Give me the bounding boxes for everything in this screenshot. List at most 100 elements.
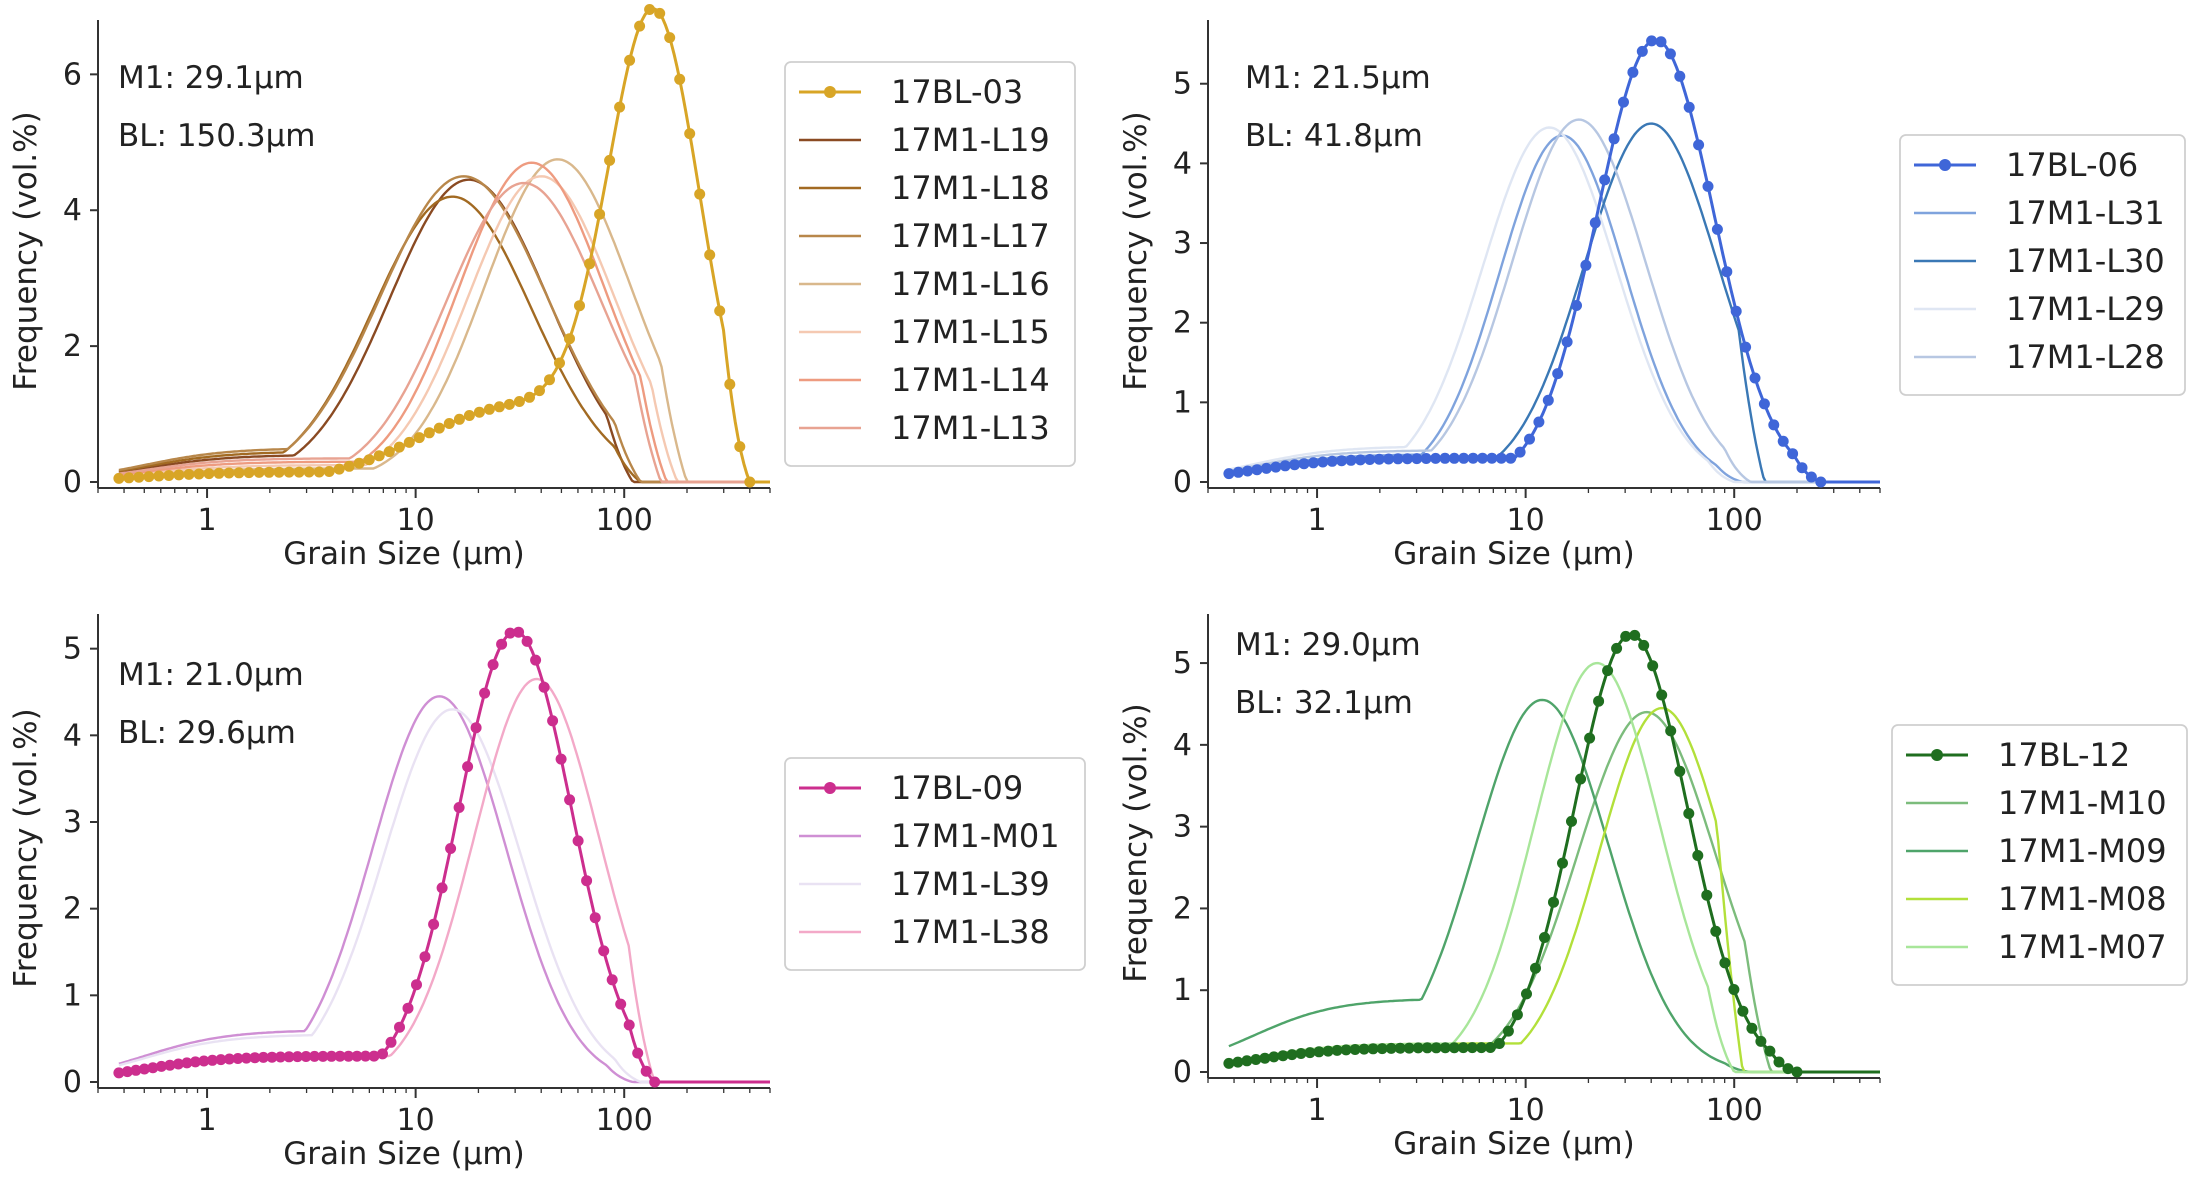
legend-marker-17BL-03: [824, 86, 836, 98]
annotation-bl: BL: 29.6μm: [118, 715, 296, 751]
data-point-17BL-03: [614, 101, 626, 113]
data-point-17BL-12: [1746, 1022, 1758, 1034]
data-point-17BL-03: [303, 466, 315, 478]
legend-label: 17BL-12: [1998, 736, 2130, 774]
data-point-17BL-09: [368, 1050, 380, 1062]
series-line-17M1-L15: [118, 175, 770, 484]
legend: 17BL-06 17M1-L31 17M1-L30 17M1-L29 17M1-L28: [1899, 134, 2186, 396]
data-point-17BL-09: [564, 794, 576, 806]
data-point-17BL-12: [1557, 857, 1568, 869]
data-point-17BL-03: [624, 54, 636, 66]
data-point-17BL-03: [113, 472, 125, 484]
data-point-17BL-06: [1580, 259, 1592, 271]
data-point-17BL-09: [232, 1053, 244, 1064]
legend-label: 17M1-L17: [891, 217, 1050, 255]
y-tick-label: 0: [1173, 465, 1192, 500]
data-point-17BL-06: [1599, 174, 1611, 186]
data-point-17BL-09: [172, 1058, 184, 1070]
data-point-17BL-06: [1693, 139, 1705, 151]
legend-box: [1899, 134, 2186, 396]
data-point-17BL-03: [123, 472, 135, 484]
legend-label: 17M1-L14: [891, 361, 1050, 399]
data-point-17BL-03: [323, 466, 335, 477]
data-point-17BL-12: [1241, 1055, 1253, 1067]
data-point-17BL-03: [744, 476, 756, 488]
x-tick-label: 10: [397, 503, 435, 538]
data-point-17BL-06: [1758, 398, 1770, 410]
data-point-17BL-12: [1764, 1045, 1776, 1057]
data-point-17BL-12: [1755, 1035, 1767, 1047]
data-point-17BL-06: [1289, 459, 1301, 471]
series-line-17M1-M08: [1228, 706, 1880, 1074]
data-point-17BL-12: [1277, 1050, 1289, 1062]
data-point-17BL-03: [694, 188, 706, 200]
data-point-17BL-06: [1711, 223, 1723, 235]
data-point-17BL-06: [1777, 435, 1789, 447]
data-point-17BL-12: [1638, 639, 1650, 651]
annotation-m1: M1: 21.0μm: [118, 657, 304, 693]
data-point-17BL-03: [363, 454, 375, 466]
data-point-17BL-12: [1331, 1044, 1343, 1056]
data-point-17BL-09: [309, 1050, 320, 1062]
data-point-17BL-03: [714, 305, 726, 317]
data-point-17BL-03: [313, 466, 325, 478]
x-tick-label: 100: [1706, 503, 1763, 538]
annotation-m1: M1: 21.5μm: [1245, 60, 1431, 96]
legend-label: 17BL-09: [891, 769, 1023, 807]
data-point-17BL-12: [1611, 642, 1623, 654]
data-point-17BL-09: [138, 1063, 150, 1075]
data-point-17BL-09: [445, 843, 457, 854]
data-point-17BL-06: [1354, 454, 1366, 466]
series-line-17M1-L29: [1228, 126, 1880, 484]
data-point-17BL-06: [1552, 368, 1564, 380]
data-point-17BL-09: [428, 918, 440, 930]
data-point-17BL-12: [1313, 1046, 1325, 1058]
data-point-17BL-06: [1524, 433, 1535, 445]
legend-label: 17M1-M09: [1998, 832, 2167, 870]
x-axis-label: Grain Size (μm): [1393, 536, 1634, 572]
chart-panel-4: 0 1 2 3 4 5 1 10 100 Grain Size (μm) Frequency (vo…: [1118, 614, 2188, 1162]
data-point-17BL-12: [1602, 665, 1614, 677]
data-point-17BL-12: [1403, 1042, 1415, 1054]
data-point-17BL-06: [1448, 452, 1460, 464]
data-point-17BL-12: [1475, 1042, 1487, 1054]
data-point-17BL-12: [1647, 660, 1659, 672]
data-point-17BL-09: [479, 687, 491, 699]
data-point-17BL-06: [1815, 476, 1827, 488]
data-point-17BL-12: [1710, 925, 1722, 937]
data-point-17BL-06: [1796, 462, 1808, 474]
data-point-17BL-09: [249, 1052, 261, 1064]
y-tick-label: 0: [63, 1065, 82, 1100]
data-point-17BL-06: [1364, 454, 1376, 465]
x-tick-label: 100: [596, 503, 653, 538]
data-point-17BL-09: [351, 1050, 363, 1062]
data-point-17BL-12: [1358, 1043, 1370, 1055]
data-point-17BL-09: [155, 1060, 167, 1072]
data-point-17BL-09: [547, 715, 559, 727]
y-axis-label: Frequency (vol.%): [8, 111, 44, 390]
data-point-17BL-09: [572, 835, 584, 847]
series-line-17M1-L17: [118, 175, 770, 484]
y-tick-label: 2: [63, 892, 82, 927]
data-point-17BL-06: [1730, 305, 1742, 317]
series-line-17M1-L14: [118, 161, 770, 484]
data-point-17BL-03: [253, 466, 265, 478]
legend-label: 17M1-M07: [1998, 928, 2167, 966]
data-point-17BL-03: [133, 471, 145, 483]
data-point-17BL-12: [1484, 1042, 1496, 1053]
data-point-17BL-12: [1367, 1043, 1379, 1055]
data-point-17BL-03: [353, 457, 365, 469]
data-point-17BL-06: [1439, 452, 1451, 464]
x-tick-label: 10: [1507, 503, 1545, 538]
data-point-17BL-06: [1636, 45, 1648, 57]
annotation-bl: BL: 32.1μm: [1235, 685, 1413, 721]
data-point-17BL-03: [373, 450, 385, 462]
data-point-17BL-09: [402, 1002, 414, 1014]
data-point-17BL-03: [173, 469, 185, 481]
data-point-17BL-09: [623, 1019, 635, 1031]
x-axis-label: Grain Size (μm): [283, 536, 524, 572]
data-point-17BL-03: [654, 7, 666, 19]
data-point-17BL-03: [513, 396, 525, 407]
data-point-17BL-12: [1665, 725, 1677, 737]
legend-label: 17BL-03: [891, 73, 1023, 111]
